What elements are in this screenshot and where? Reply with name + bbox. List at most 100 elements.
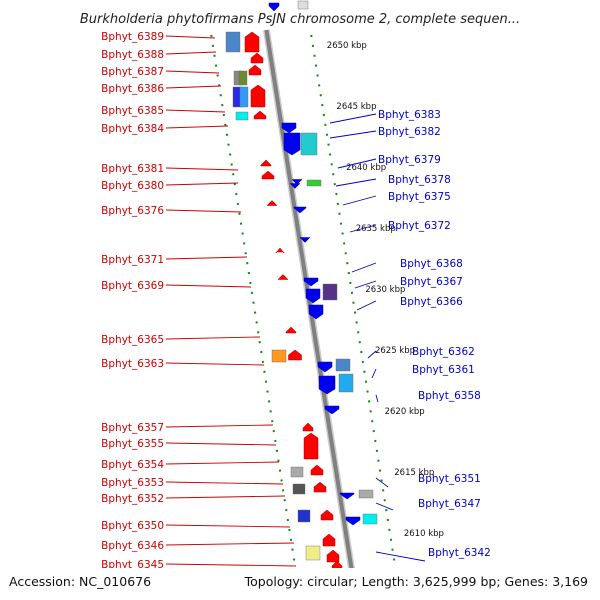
leader-line-right (371, 368, 377, 379)
leader-line-right (375, 394, 379, 403)
reverse-gene (339, 492, 355, 500)
reverse-gene (283, 132, 301, 156)
kbp-label: 2620 kbp (385, 407, 425, 417)
forward-gene (302, 422, 314, 432)
leader-line-right (375, 477, 389, 488)
forward-gene (253, 110, 267, 120)
leader-line-right (342, 195, 377, 206)
gene-box (338, 373, 354, 393)
forward-gene (248, 64, 262, 76)
gene-box (297, 0, 309, 10)
gene-label-left: Bphyt_6386 (101, 83, 164, 95)
gene-label-left: Bphyt_6353 (101, 477, 164, 489)
reverse-gene (345, 516, 361, 526)
summary-text: Topology: circular; Length: 3,625,999 bp… (244, 574, 588, 589)
forward-gene (310, 464, 324, 476)
leader-line-left (165, 461, 280, 465)
gene-label-right: Bphyt_6379 (378, 154, 441, 166)
gene-layer (225, 0, 378, 600)
gene-box (305, 545, 321, 561)
gene-label-left: Bphyt_6385 (101, 105, 164, 117)
forward-gene (313, 481, 327, 493)
leader-line-right (375, 551, 426, 562)
leader-line-left (165, 563, 297, 567)
forward-gene (260, 159, 272, 167)
forward-gene (244, 31, 260, 53)
gene-box (306, 179, 322, 187)
forward-gene (320, 509, 334, 521)
gene-label-right: Bphyt_6361 (412, 364, 475, 376)
leader-line-left (165, 524, 291, 528)
gene-box (290, 466, 304, 478)
gene-box (300, 132, 318, 156)
gene-label-right: Bphyt_6351 (418, 473, 481, 485)
gene-label-left: Bphyt_6346 (101, 540, 164, 552)
forward-gene (277, 274, 289, 280)
gene-label-left: Bphyt_6369 (101, 280, 164, 292)
forward-gene (250, 84, 266, 108)
gene-label-left: Bphyt_6357 (101, 422, 164, 434)
forward-gene (285, 326, 297, 334)
gene-box (358, 489, 374, 499)
forward-gene (303, 432, 319, 460)
gene-label-right: Bphyt_6375 (388, 191, 451, 203)
leader-line-right (356, 300, 377, 311)
forward-gene (261, 170, 275, 180)
leader-line-left (165, 424, 274, 428)
leader-line-right (337, 158, 377, 169)
gene-label-left: Bphyt_6350 (101, 520, 164, 532)
reverse-gene (308, 304, 324, 320)
kbp-label: 2645 kbp (336, 102, 376, 112)
kbp-label: 2610 kbp (404, 529, 444, 539)
leader-line-left (165, 70, 220, 74)
leader-line-left (165, 362, 265, 366)
accession-text: Accession: NC_010676 (9, 574, 151, 589)
leader-line-right (367, 350, 377, 359)
gene-label-right: Bphyt_6372 (388, 220, 451, 232)
gene-box (235, 111, 249, 121)
gene-label-left: Bphyt_6365 (101, 334, 164, 346)
leader-line-right (329, 113, 377, 124)
leader-line-left (165, 167, 239, 171)
gene-label-left: Bphyt_6352 (101, 493, 164, 505)
gene-label-right: Bphyt_6382 (378, 126, 441, 138)
leader-line-left (165, 336, 261, 340)
gene-label-left: Bphyt_6380 (101, 180, 164, 192)
leader-line-left (165, 481, 284, 485)
leader-line-right (335, 178, 377, 187)
gene-box (292, 483, 306, 495)
leader-line-right (349, 224, 377, 233)
kbp-label: 2615 kbp (394, 468, 434, 478)
leader-line-left (165, 495, 286, 499)
gene-label-left: Bphyt_6389 (101, 31, 164, 43)
kbp-label: 2635 kbp (356, 224, 396, 234)
kbp-label: 2650 kbp (327, 41, 367, 51)
reverse-gene (324, 405, 340, 415)
leader-line-left (165, 85, 222, 89)
footer-background (0, 568, 600, 600)
label-layer: 2650 kbp 2645 kbp 2640 kbp 2635 kbp 2630 kbp… (101, 31, 491, 590)
gene-label-left: Bphyt_6384 (101, 123, 164, 135)
kbp-label: 2630 kbp (365, 285, 405, 295)
reverse-gene (318, 375, 336, 395)
leader-line-left (165, 109, 226, 113)
gene-box (322, 283, 338, 301)
gene-label-right: Bphyt_6342 (428, 547, 491, 559)
gene-label-right: Bphyt_6367 (400, 276, 463, 288)
reverse-gene (299, 237, 311, 243)
gene-label-left: Bphyt_6354 (101, 459, 164, 471)
leader-line-left (165, 209, 242, 213)
leader-line-left (165, 284, 252, 288)
gene-box (271, 349, 287, 363)
gene-label-right: Bphyt_6366 (400, 296, 463, 308)
reverse-gene (293, 206, 307, 214)
leader-line-left (165, 182, 239, 186)
forward-gene (275, 247, 285, 254)
reverse-gene (303, 277, 319, 287)
gene-label-left: Bphyt_6363 (101, 358, 164, 370)
reverse-gene (289, 183, 301, 189)
leader-line-left (165, 542, 295, 546)
gene-label-left: Bphyt_6371 (101, 254, 164, 266)
gene-label-left: Bphyt_6387 (101, 66, 164, 78)
reverse-gene (317, 361, 333, 373)
